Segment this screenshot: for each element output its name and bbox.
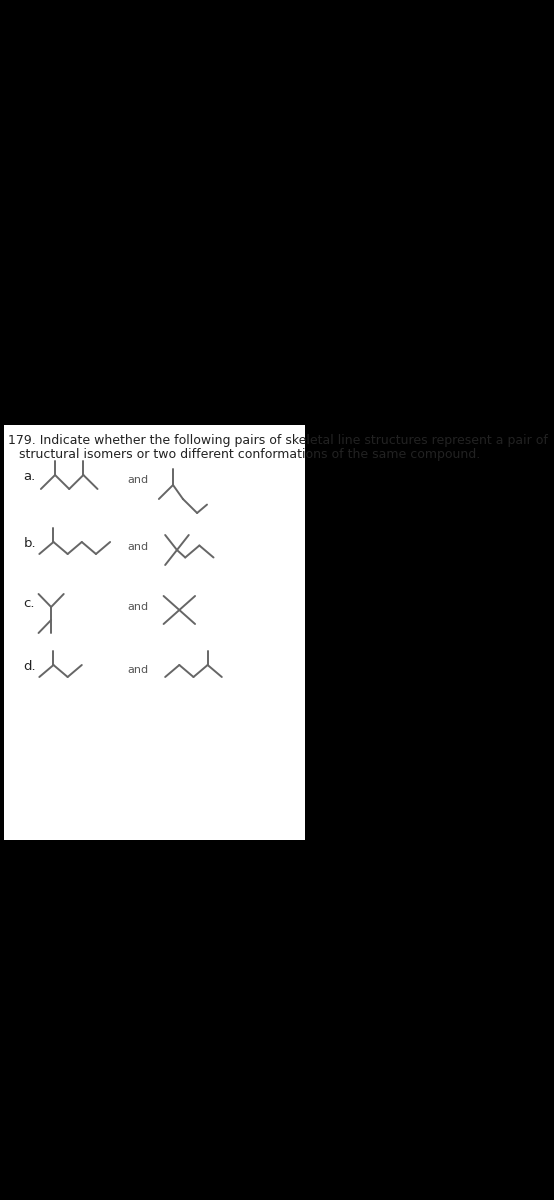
- Text: and: and: [127, 475, 148, 485]
- Text: structural isomers or two different conformations of the same compound.: structural isomers or two different conf…: [19, 448, 480, 461]
- Text: a.: a.: [24, 470, 36, 482]
- FancyBboxPatch shape: [4, 425, 305, 840]
- Text: b.: b.: [24, 538, 36, 550]
- Text: and: and: [127, 542, 148, 552]
- Text: d.: d.: [24, 660, 36, 673]
- Text: 179. Indicate whether the following pairs of skeletal line structures represent : 179. Indicate whether the following pair…: [8, 434, 548, 446]
- Text: and: and: [127, 665, 148, 674]
- Text: c.: c.: [24, 596, 35, 610]
- Text: and: and: [127, 602, 148, 612]
